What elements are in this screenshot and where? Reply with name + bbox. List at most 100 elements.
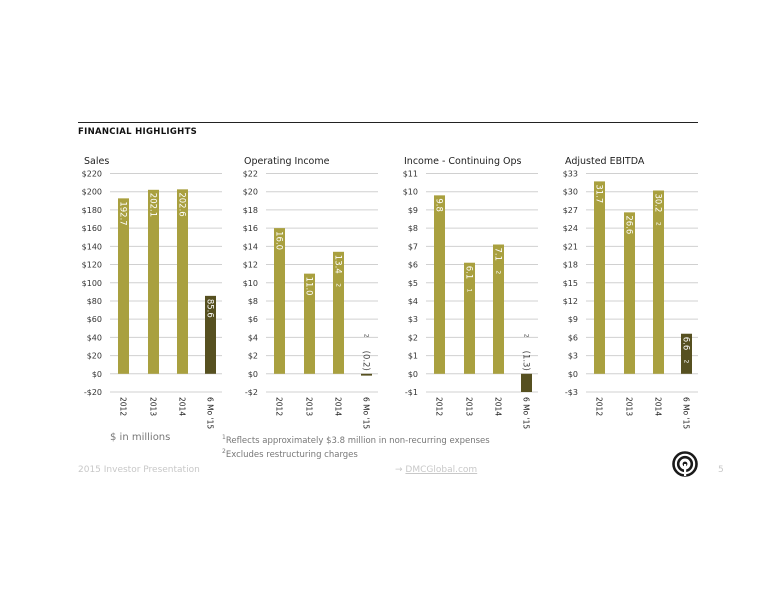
- bar: [594, 181, 605, 374]
- y-tick-label: $3: [568, 352, 578, 361]
- y-tick-label: $80: [87, 297, 102, 306]
- x-category-label: 2012: [435, 397, 444, 416]
- bar-value-label: 26.6: [624, 215, 634, 234]
- y-tick-label: $6: [408, 261, 418, 270]
- x-category-label: 2014: [654, 397, 663, 416]
- bar: [681, 333, 692, 374]
- bar-value-label: 16.0: [274, 231, 284, 250]
- section-title: FINANCIAL HIGHLIGHTS: [78, 127, 198, 137]
- website-url[interactable]: DMCGlobal.com: [405, 465, 478, 475]
- bar-value-label: 85.6: [205, 299, 215, 318]
- bar-footnote-mark: 2: [655, 222, 662, 226]
- y-tick-label: $11: [403, 170, 418, 179]
- y-tick-label: $27: [563, 206, 578, 215]
- footnote-2: 2Excludes restructuring charges: [222, 448, 358, 460]
- footnote-2-text: Excludes restructuring charges: [225, 449, 358, 460]
- bar: [653, 190, 664, 374]
- y-tick-label: $200: [82, 188, 102, 197]
- bar-value-label: 7.1: [493, 248, 503, 262]
- x-category-label: 2014: [334, 397, 343, 416]
- y-tick-label: $21: [563, 242, 578, 251]
- chart-title: Operating Income: [244, 156, 330, 167]
- y-tick-label: $5: [408, 279, 418, 288]
- y-tick-label: $16: [243, 224, 258, 233]
- y-tick-label: $14: [243, 242, 258, 251]
- bar: [493, 244, 504, 374]
- bar: [274, 228, 285, 374]
- y-tick-label: $9: [568, 315, 578, 324]
- x-category-label: 2013: [465, 397, 474, 416]
- chart-title: Income - Continuing Ops: [404, 156, 522, 167]
- bar-value-label: 192.7: [118, 201, 128, 225]
- y-tick-label: $220: [82, 170, 102, 179]
- bar: [624, 212, 635, 374]
- y-tick-label: $8: [248, 297, 258, 306]
- y-tick-label: $100: [82, 279, 102, 288]
- y-tick-label: $8: [408, 224, 418, 233]
- y-tick-label: $10: [243, 279, 258, 288]
- footnote-1: 1Reflects approximately $3.8 million in …: [222, 434, 490, 446]
- footer-website-link[interactable]: → DMCGlobal.com: [395, 465, 477, 475]
- bar-footnote-mark: 2: [335, 283, 342, 287]
- bar-value-label: 31.7: [594, 184, 604, 203]
- bar-value-label: (1.3): [521, 351, 531, 371]
- chart-title: Adjusted EBITDA: [565, 156, 645, 167]
- chart-title: Sales: [84, 156, 109, 167]
- y-tick-label: $60: [87, 315, 102, 324]
- y-tick-label: $12: [563, 297, 578, 306]
- header-rule: [78, 122, 698, 123]
- footnote-2-mark: 2: [222, 448, 226, 455]
- x-category-label: 2012: [595, 397, 604, 416]
- x-category-label: 2012: [275, 397, 284, 416]
- y-tick-label: $40: [87, 333, 102, 342]
- y-tick-label: -$2: [245, 388, 258, 397]
- y-tick-label: $1: [408, 352, 418, 361]
- company-logo: [672, 451, 698, 477]
- y-tick-label: $6: [568, 333, 578, 342]
- y-tick-label: $160: [82, 224, 102, 233]
- y-tick-label: $33: [563, 170, 578, 179]
- y-tick-label: $20: [87, 352, 102, 361]
- bar: [361, 373, 372, 376]
- bar-footnote-mark: 2: [495, 270, 502, 274]
- y-tick-label: -$3: [565, 388, 578, 397]
- bar: [333, 251, 344, 374]
- bar-footnote-mark: 2: [363, 334, 370, 338]
- x-category-label: 2013: [305, 397, 314, 416]
- y-tick-label: $0: [568, 370, 578, 379]
- y-tick-label: $6: [248, 315, 258, 324]
- y-tick-label: $4: [408, 297, 418, 306]
- y-tick-label: $180: [82, 206, 102, 215]
- bar-value-label: 202.1: [148, 193, 158, 217]
- chart-4: Adjusted EBITDA -$3 $0 $3 $6 $9 $12 $15 $18 $21 $2…: [563, 156, 698, 429]
- y-tick-label: $3: [408, 315, 418, 324]
- y-tick-label: $140: [82, 242, 102, 251]
- bar-value-label: 11.0: [304, 277, 314, 296]
- y-tick-label: -$20: [84, 388, 102, 397]
- footnote-1-text: Reflects approximately $3.8 million in n…: [225, 435, 490, 446]
- x-category-label: 2013: [149, 397, 158, 416]
- x-category-label: 2012: [119, 397, 128, 416]
- y-tick-label: $2: [408, 333, 418, 342]
- bar-value-label: 9.8: [434, 198, 444, 212]
- bar-value-label: 202.6: [177, 192, 187, 216]
- bar: [118, 198, 129, 374]
- bar-value-label: 30.2: [653, 193, 663, 212]
- y-tick-label: $20: [243, 188, 258, 197]
- bar: [521, 373, 532, 392]
- bar: [304, 273, 315, 374]
- y-tick-label: $12: [243, 261, 258, 270]
- y-tick-label: $10: [403, 188, 418, 197]
- bar-value-label: 6.1: [464, 266, 474, 280]
- bar: [464, 262, 475, 374]
- y-tick-label: $2: [248, 352, 258, 361]
- arrow-icon: →: [395, 465, 403, 475]
- x-category-label: 2014: [178, 397, 187, 416]
- bar-footnote-mark: 2: [683, 360, 690, 364]
- y-tick-label: $120: [82, 261, 102, 270]
- y-tick-label: $0: [408, 370, 418, 379]
- y-tick-label: $22: [243, 170, 258, 179]
- chart-1: Sales -$20 $0 $20 $40 $60 $80 $100 $120 $140 $160 $…: [82, 156, 222, 429]
- bar: [205, 295, 216, 374]
